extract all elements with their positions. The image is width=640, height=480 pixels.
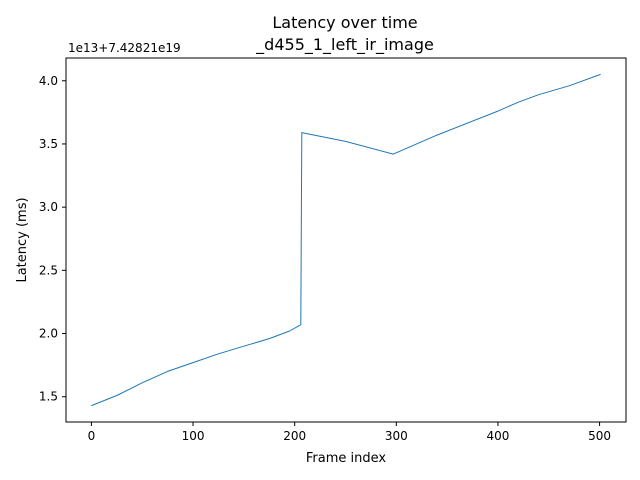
x-tick-label: 0 [88, 429, 96, 443]
y-tick-label: 2.0 [39, 327, 58, 341]
x-tick-label: 100 [182, 429, 205, 443]
plot-area [91, 73, 601, 407]
chart-subtitle: _d455_1_left_ir_image [255, 35, 434, 55]
y-tick-label: 4.0 [39, 74, 58, 88]
y-tick-label: 3.0 [39, 200, 58, 214]
y-offset-label: 1e13+7.42821e19 [68, 41, 181, 55]
ticks: 0 100 200 300 400 500 1.5 2.0 2.5 3.0 3.5 4.0 [39, 74, 611, 443]
y-tick-label: 2.5 [39, 263, 58, 277]
x-tick-label: 300 [385, 429, 408, 443]
x-tick-label: 500 [588, 429, 611, 443]
series-line [91, 73, 601, 407]
x-tick-label: 400 [486, 429, 509, 443]
y-tick-label: 3.5 [39, 137, 58, 151]
x-axis-label: Frame index [306, 451, 387, 466]
plot-frame [65, 57, 627, 423]
y-axis-label: Latency (ms) [15, 197, 30, 282]
x-tick-label: 200 [283, 429, 306, 443]
y-tick-label: 1.5 [39, 390, 58, 404]
chart-title: Latency over time [272, 13, 417, 32]
